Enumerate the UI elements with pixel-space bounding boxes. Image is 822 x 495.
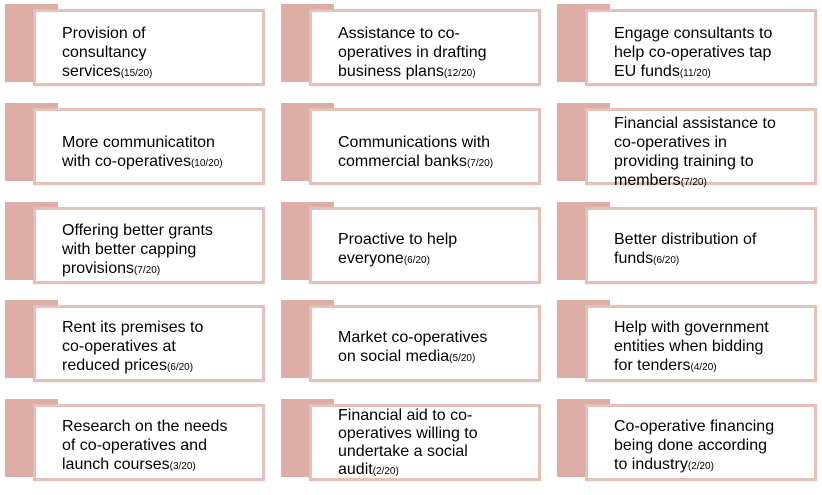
suggestion-card: Proactive to help everyone(6/20) xyxy=(276,199,541,284)
card-text: Assistance to co- operatives in drafting… xyxy=(338,24,536,81)
card-count: (11/20) xyxy=(679,68,711,79)
suggestion-card: Market co-operatives on social media(5/2… xyxy=(276,297,541,382)
card-text: More communicatiton with co-operatives(1… xyxy=(62,133,260,171)
card-count: (7/20) xyxy=(466,158,494,169)
card-text: Co-operative financing being done accord… xyxy=(614,417,812,474)
suggestion-card: Financial aid to co- operatives willing … xyxy=(276,396,541,481)
card-panel xyxy=(33,108,265,185)
suggestion-card: Engage consultants to help co-operatives… xyxy=(552,1,817,86)
suggestion-card: Assistance to co- operatives in drafting… xyxy=(276,1,541,86)
card-label: More communicatiton with co-operatives xyxy=(62,134,215,170)
card-text: Market co-operatives on social media(5/2… xyxy=(338,328,536,366)
card-label: Research on the needs of co-operatives a… xyxy=(62,418,228,473)
card-text: Provision of consultancy services(15/20) xyxy=(62,24,260,81)
card-label: Communications with commercial banks xyxy=(338,134,491,170)
card-count: (12/20) xyxy=(443,68,476,79)
card-label: Rent its premises to co-operatives at re… xyxy=(62,319,204,374)
card-label: Better distribution of funds xyxy=(614,231,757,267)
card-text: Better distribution of funds(6/20) xyxy=(614,230,812,268)
card-panel xyxy=(585,9,817,86)
card-count: (7/20) xyxy=(680,177,707,188)
card-panel xyxy=(33,9,265,86)
suggestion-card: Rent its premises to co-operatives at re… xyxy=(0,297,265,382)
suggestion-card: More communicatiton with co-operatives(1… xyxy=(0,100,265,185)
card-panel xyxy=(309,9,541,86)
card-panel xyxy=(309,404,541,481)
card-panel xyxy=(585,108,817,185)
card-panel xyxy=(585,305,817,382)
suggestion-card: Offering better grants with better cappi… xyxy=(0,199,265,284)
suggestion-card: Better distribution of funds(6/20) xyxy=(552,199,817,284)
card-label: Assistance to co- operatives in drafting… xyxy=(338,25,487,80)
card-panel xyxy=(585,404,817,481)
card-text: Rent its premises to co-operatives at re… xyxy=(62,318,260,375)
card-panel xyxy=(33,404,265,481)
card-text: Help with government entities when biddi… xyxy=(614,318,812,375)
suggestion-card: Help with government entities when biddi… xyxy=(552,297,817,382)
card-panel xyxy=(309,207,541,284)
card-count: (2/20) xyxy=(687,461,714,472)
card-text: Financial assistance to co-operatives in… xyxy=(614,114,812,190)
card-count: (6/20) xyxy=(166,362,194,373)
suggestion-card: Research on the needs of co-operatives a… xyxy=(0,396,265,481)
card-count: (10/20) xyxy=(190,158,223,169)
suggestion-card: Financial assistance to co-operatives in… xyxy=(552,100,817,189)
card-label: Engage consultants to help co-operatives… xyxy=(614,25,773,80)
card-count: (5/20) xyxy=(449,353,476,364)
card-label: Financial assistance to co-operatives in… xyxy=(614,115,776,189)
card-panel xyxy=(585,207,817,284)
card-count: (6/20) xyxy=(653,255,680,266)
card-text: Communications with commercial banks(7/2… xyxy=(338,133,536,171)
card-text: Engage consultants to help co-operatives… xyxy=(614,24,812,81)
card-text: Research on the needs of co-operatives a… xyxy=(62,417,260,474)
suggestion-card: Co-operative financing being done accord… xyxy=(552,396,817,481)
card-count: (6/20) xyxy=(403,255,430,266)
card-text: Proactive to help everyone(6/20) xyxy=(338,230,536,268)
card-panel xyxy=(309,108,541,185)
card-count: (15/20) xyxy=(120,68,153,79)
suggestion-card: Communications with commercial banks(7/2… xyxy=(276,100,541,185)
card-text: Offering better grants with better cappi… xyxy=(62,221,260,278)
card-label: Provision of consultancy services xyxy=(62,25,147,80)
card-count: (4/20) xyxy=(690,362,717,373)
card-panel xyxy=(33,305,265,382)
card-count: (7/20) xyxy=(134,265,161,276)
suggestion-card: Provision of consultancy services(15/20) xyxy=(0,1,265,86)
card-label: Market co-operatives on social media xyxy=(338,329,488,365)
card-text: Financial aid to co- operatives willing … xyxy=(338,407,536,479)
card-label: Help with government entities when biddi… xyxy=(614,319,769,374)
card-label: Co-operative financing being done accord… xyxy=(614,418,775,473)
card-count: (3/20) xyxy=(169,461,196,472)
card-count: (2/20) xyxy=(372,466,399,477)
card-panel xyxy=(33,207,265,284)
card-label: Financial aid to co- operatives willing … xyxy=(338,407,478,478)
card-label: Proactive to help everyone xyxy=(338,231,458,267)
card-panel xyxy=(309,305,541,382)
card-label: Offering better grants with better cappi… xyxy=(62,222,213,277)
